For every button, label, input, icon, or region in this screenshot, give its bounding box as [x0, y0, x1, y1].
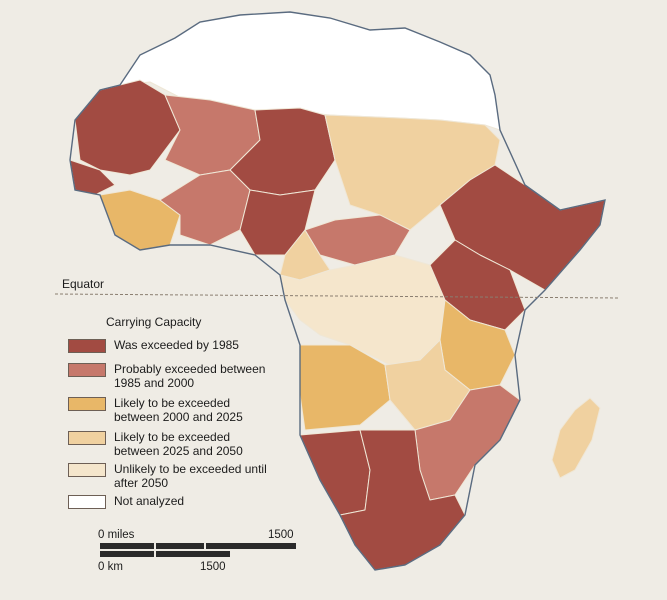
- region-mauritania-mali: [74, 79, 181, 176]
- region-madagascar: [551, 397, 601, 479]
- legend-label: Probably exceeded between 1985 and 2000: [114, 362, 266, 390]
- scale-bar-miles: [100, 543, 296, 549]
- legend-swatch-2025-2050: [68, 431, 106, 445]
- scale-km-zero: 0 km: [98, 561, 123, 573]
- region-angola: [299, 344, 391, 431]
- equator-label: Equator: [62, 277, 105, 291]
- scale-miles-zero: 0 miles: [98, 529, 135, 541]
- scale-bar-km: [100, 551, 230, 557]
- legend-item: Likely to be exceeded between 2025 and 2…: [68, 430, 243, 458]
- legend-item: Probably exceeded between 1985 and 2000: [68, 362, 265, 390]
- legend-title: Carrying Capacity: [106, 315, 202, 329]
- region-car: [304, 214, 411, 266]
- region-namibia: [299, 429, 371, 516]
- legend-swatch-exceeded-1985: [68, 339, 106, 353]
- legend-swatch-not-analyzed: [68, 495, 106, 509]
- legend-label: Likely to be exceeded between 2025 and 2…: [114, 430, 243, 458]
- legend-label: Unlikely to be exceeded until after 2050: [114, 462, 267, 490]
- equator-line: [54, 293, 621, 299]
- legend-label: Was exceeded by 1985: [114, 338, 239, 352]
- legend-swatch-2000-2025: [68, 397, 106, 411]
- legend-label: Not analyzed: [114, 494, 185, 508]
- scale-bar: [100, 543, 296, 557]
- legend-swatch-after-2050: [68, 463, 106, 477]
- legend-item: Not analyzed: [68, 494, 184, 509]
- legend-label: Likely to be exceeded between 2000 and 2…: [114, 396, 243, 424]
- legend-item: Likely to be exceeded between 2000 and 2…: [68, 396, 243, 424]
- legend-item: Unlikely to be exceeded until after 2050: [68, 462, 267, 490]
- scale-km-max: 1500: [200, 561, 226, 573]
- scale-miles-max: 1500: [268, 529, 294, 541]
- region-nigeria-east: [239, 189, 316, 256]
- legend-swatch-1985-2000: [68, 363, 106, 377]
- coastline: [69, 11, 606, 571]
- legend-item: Was exceeded by 1985: [68, 338, 239, 353]
